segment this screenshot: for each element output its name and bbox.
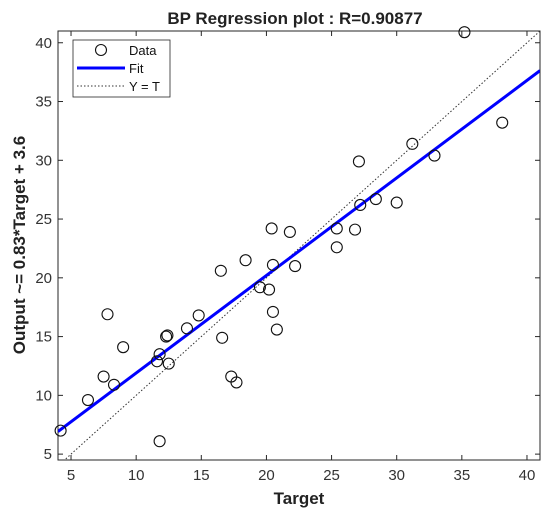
x-tick-label: 30 [388,467,405,484]
data-point [107,378,121,391]
x-tick-label: 25 [323,467,340,484]
data-point [54,424,67,437]
x-tick-label: 5 [67,467,75,484]
data-point [496,116,509,129]
fit-line [58,69,540,433]
data-points-group [54,26,509,448]
data-point [390,196,403,209]
x-tick-label: 20 [258,467,275,484]
data-point [239,254,252,267]
data-point [270,323,283,336]
data-point [406,137,419,150]
y-tick-label: 15 [35,329,52,346]
data-point [262,283,276,296]
data-point [216,331,229,344]
data-point [428,149,441,162]
data-point [101,308,114,321]
y-axis-label: Output ~= 0.83*Target + 3.6 [10,136,29,354]
data-point [192,309,205,322]
data-point [265,222,278,235]
data-point [330,241,343,254]
data-point [266,305,279,318]
y-axis-ticks: 5 10 15 20 25 30 35 40 [35,35,540,463]
y-tick-label: 10 [35,387,52,404]
data-point [352,155,365,168]
data-point [266,258,279,271]
data-point [354,198,367,212]
data-point [348,223,362,236]
data-point [162,357,175,370]
x-tick-label: 35 [453,467,470,484]
legend-data-marker [94,43,108,57]
y-tick-label: 5 [44,446,52,463]
x-tick-label: 15 [193,467,210,484]
legend-identity-label: Y = T [129,79,160,94]
x-axis-label: Target [274,489,325,508]
data-point [253,281,266,294]
data-point [153,348,166,361]
x-tick-label: 10 [128,467,145,484]
legend: Data Fit Y = T [72,39,171,98]
data-point [289,260,302,273]
chart-title: BP Regression plot : R=0.90877 [167,9,422,28]
data-point [230,376,243,389]
plot-area [57,30,541,461]
y-tick-label: 40 [35,35,52,52]
legend-data-label: Data [129,43,157,58]
data-point [330,222,343,235]
data-point [81,394,95,407]
lines-group [58,31,540,460]
x-tick-label: 40 [519,467,536,484]
data-point [180,322,194,335]
data-point [458,26,471,39]
legend-fit-label: Fit [129,61,144,76]
y-tick-label: 20 [35,270,52,287]
x-axis-ticks: 5 10 15 20 25 30 35 40 [67,31,535,484]
data-point [160,330,173,343]
data-point [150,355,164,368]
data-point [214,264,227,277]
data-point [153,435,166,448]
y-tick-label: 30 [35,152,52,169]
data-point [283,225,296,239]
data-point [117,341,130,354]
data-point [161,329,174,342]
y-tick-label: 35 [35,94,52,111]
y-tick-label: 25 [35,211,52,228]
data-point [369,193,382,206]
data-point [97,370,110,383]
